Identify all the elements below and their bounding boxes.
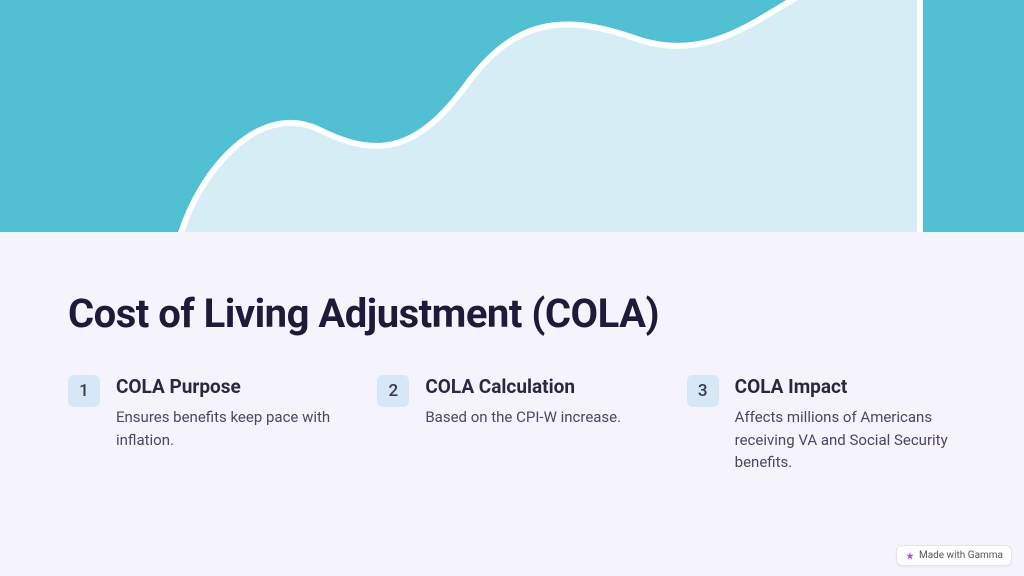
- item-title: COLA Purpose: [116, 375, 337, 398]
- item-number-badge: 3: [687, 375, 719, 407]
- page-title: Cost of Living Adjustment (COLA): [68, 290, 956, 337]
- item-text: COLA Purpose Ensures benefits keep pace …: [116, 375, 337, 474]
- item-body: Ensures benefits keep pace with inflatio…: [116, 406, 337, 451]
- item-title: COLA Calculation: [425, 375, 621, 398]
- item-number-badge: 1: [68, 375, 100, 407]
- hero-graphic: [0, 0, 1024, 232]
- item-text: COLA Calculation Based on the CPI-W incr…: [425, 375, 621, 474]
- item-body: Affects millions of Americans receiving …: [735, 406, 956, 474]
- item-cola-impact: 3 COLA Impact Affects millions of Americ…: [687, 375, 956, 474]
- gamma-icon: [905, 551, 915, 561]
- item-cola-purpose: 1 COLA Purpose Ensures benefits keep pac…: [68, 375, 337, 474]
- item-body: Based on the CPI-W increase.: [425, 406, 621, 429]
- made-with-gamma-badge[interactable]: Made with Gamma: [896, 545, 1012, 566]
- wave-chart-svg: [0, 0, 1024, 232]
- item-cola-calculation: 2 COLA Calculation Based on the CPI-W in…: [377, 375, 646, 474]
- badge-text: Made with Gamma: [919, 550, 1003, 561]
- item-title: COLA Impact: [735, 375, 956, 398]
- wave-path: [0, 0, 1024, 232]
- item-number-badge: 2: [377, 375, 409, 407]
- content-area: Cost of Living Adjustment (COLA) 1 COLA …: [0, 232, 1024, 474]
- item-text: COLA Impact Affects millions of American…: [735, 375, 956, 474]
- items-row: 1 COLA Purpose Ensures benefits keep pac…: [68, 375, 956, 474]
